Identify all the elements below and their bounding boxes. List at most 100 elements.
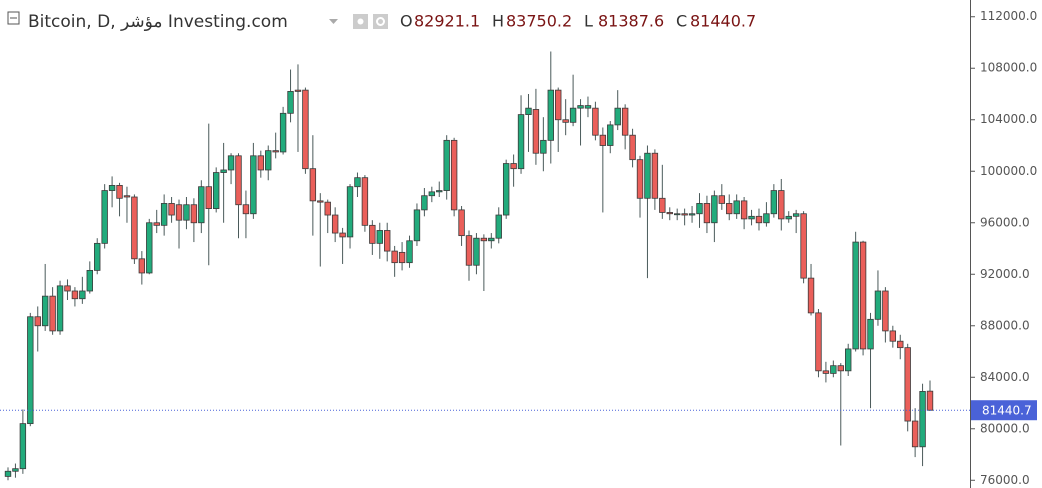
- candle-body: [220, 169, 227, 173]
- candle-body: [785, 215, 792, 220]
- candle-body: [621, 107, 629, 136]
- candle-body: [815, 312, 822, 372]
- candle-body: [56, 285, 64, 332]
- candle-body: [703, 203, 711, 224]
- candle-body: [339, 232, 346, 238]
- ohlc-key: L: [584, 12, 593, 31]
- candle-body: [265, 150, 272, 171]
- candle-body: [94, 242, 101, 271]
- candle-body: [19, 423, 27, 470]
- candle-body: [71, 290, 79, 300]
- candle-body: [926, 390, 934, 411]
- candle-body: [436, 190, 443, 193]
- candle-body: [495, 214, 502, 239]
- candle-body: [822, 370, 830, 374]
- candle-body: [770, 190, 778, 215]
- dropdown-arrow[interactable]: [329, 19, 338, 24]
- candle-body: [644, 152, 651, 199]
- candle-body: [748, 215, 755, 220]
- candle-body: [324, 201, 331, 216]
- candle-body: [763, 213, 770, 224]
- visibility-icon-dot: [357, 18, 364, 25]
- candle-body: [183, 204, 190, 221]
- ohlc-value: 82921.1: [414, 12, 480, 31]
- ohlc-key: C: [676, 12, 687, 31]
- candle-body: [867, 318, 874, 350]
- candle-body: [175, 204, 183, 221]
- y-tick-label: 100000.0: [980, 164, 1037, 178]
- y-tick-label: 96000.0: [980, 215, 1030, 229]
- candle-body: [636, 159, 644, 199]
- price-axis: 76000.0 80000.0 84000.0 88000.0 92000.0 96000…: [970, 9, 1037, 487]
- candle-body: [547, 89, 554, 141]
- candle-body: [443, 139, 450, 191]
- candle-body: [227, 155, 235, 171]
- candle-body: [480, 237, 488, 242]
- candle-body: [562, 119, 569, 123]
- candle-body: [138, 258, 146, 274]
- candle-body: [473, 237, 480, 266]
- candle-body: [592, 107, 599, 136]
- y-tick-label: 84000.0: [980, 370, 1030, 384]
- candle-body: [599, 134, 607, 146]
- candle-body: [250, 155, 257, 215]
- candle-body: [740, 200, 748, 220]
- candle-body: [406, 240, 413, 264]
- y-tick-label: 108000.0: [980, 61, 1037, 75]
- candle-body: [287, 91, 294, 114]
- candle-body: [696, 203, 703, 215]
- candle-body: [681, 213, 688, 216]
- candle-body: [778, 190, 785, 220]
- candle-body: [235, 155, 242, 206]
- candle-body: [4, 470, 12, 477]
- settings-icon-gear: [376, 17, 385, 26]
- candle-body: [733, 200, 740, 215]
- candle-body: [153, 222, 160, 226]
- candle-body: [859, 241, 867, 350]
- candle-body: [502, 163, 510, 216]
- candle-body: [190, 204, 198, 224]
- candle-body: [369, 224, 376, 244]
- symbol-title: Bitcoin, D, مؤشر Investing.com: [28, 12, 288, 32]
- ohlc-key: H: [492, 12, 504, 31]
- candle-body: [450, 139, 458, 211]
- settings-icon[interactable]: [373, 14, 388, 29]
- candle-body: [792, 213, 800, 217]
- candle-body: [614, 107, 621, 126]
- candle-body: [852, 241, 859, 350]
- last-price-label: 81440.7: [982, 404, 1032, 418]
- last-price-box: [971, 400, 1037, 421]
- candle-body: [755, 215, 763, 224]
- ohlc-value: 81440.7: [690, 12, 756, 31]
- candle-body: [131, 196, 138, 260]
- candle-body: [889, 330, 897, 342]
- candle-body: [666, 212, 673, 215]
- candle-body: [488, 237, 495, 242]
- candle-body: [27, 316, 34, 425]
- y-tick-label: 80000.0: [980, 421, 1030, 435]
- candle-body: [830, 365, 837, 374]
- ohlc-key: O: [400, 12, 413, 31]
- candle-body: [49, 295, 56, 332]
- candle-body: [837, 365, 844, 372]
- candle-body: [34, 316, 41, 327]
- candle-body: [577, 105, 584, 109]
- candle-body: [108, 185, 116, 191]
- candle-body: [525, 107, 532, 115]
- candle-body: [391, 250, 398, 264]
- candle-body: [361, 177, 369, 226]
- candle-body: [607, 124, 614, 146]
- candle-body: [317, 200, 324, 203]
- candle-body: [897, 340, 904, 349]
- candle-body: [517, 114, 525, 170]
- candle-body: [510, 163, 517, 170]
- candle-body: [41, 295, 49, 327]
- candle-body: [465, 235, 473, 266]
- candle-body: [428, 191, 436, 197]
- candle-body: [800, 213, 807, 279]
- candle-body: [911, 420, 919, 448]
- candle-body: [309, 168, 317, 202]
- candle-body: [205, 186, 212, 209]
